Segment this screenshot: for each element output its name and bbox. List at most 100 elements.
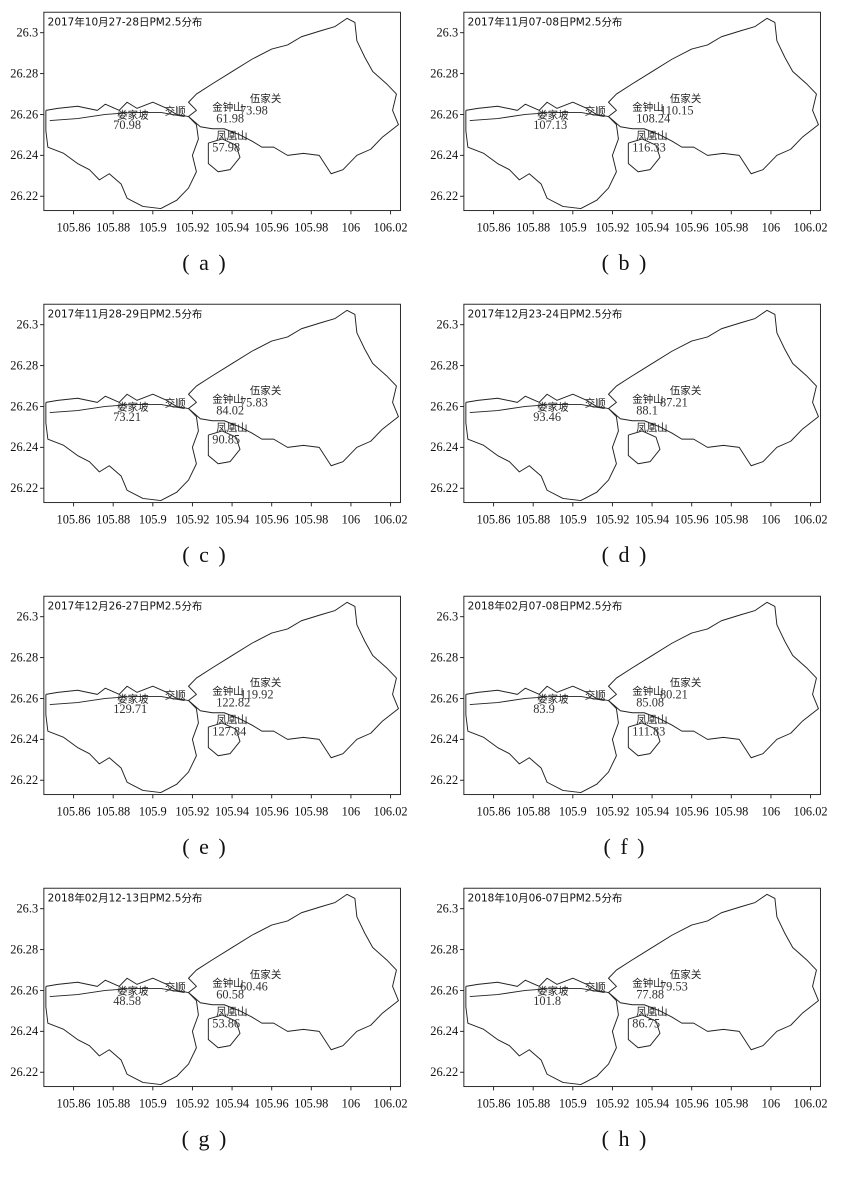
x-tick-label: 106.02 — [374, 513, 408, 527]
map-panel: 2017年11月28-29日PM2.5分布 105.86 105.88 105.9 10… — [0, 292, 410, 572]
y-tick-label: 26.22 — [10, 1065, 38, 1079]
place-label-loujiapo: 娄家坡 — [537, 109, 569, 122]
y-tick-label: 26.3 — [436, 901, 458, 915]
x-tick-label: 106.02 — [794, 513, 828, 527]
pm25-value-loujiapo: 107.13 — [533, 118, 567, 132]
x-tick-label: 105.88 — [96, 221, 130, 235]
x-tick-label: 105.98 — [714, 221, 748, 235]
pm25-value-jinzhongshan: 85.08 — [636, 696, 664, 710]
panel-caption: ( g ) — [181, 1126, 229, 1151]
x-tick-label: 106 — [762, 513, 781, 527]
x-tick-label: 105.88 — [516, 221, 550, 235]
map-svg: 2018年02月07-08日PM2.5分布 105.86 105.88 105.9 10… — [430, 595, 828, 819]
place-label-loujiapo: 娄家坡 — [117, 985, 149, 998]
map-svg: 2017年12月26-27日PM2.5分布 105.86 105.88 105.9 10… — [10, 595, 408, 819]
x-tick-label: 105.94 — [215, 1097, 249, 1111]
y-tick-label: 26.3 — [16, 901, 38, 915]
x-tick-label: 106 — [342, 805, 361, 819]
x-tick-label: 105.98 — [294, 513, 328, 527]
pm25-value-jinzhongshan: 88.1 — [636, 404, 658, 418]
place-label-jiaoshun: 交顺 — [165, 396, 186, 409]
y-tick-label: 26.28 — [430, 358, 458, 372]
x-tick-label: 105.94 — [215, 513, 249, 527]
x-tick-label: 105.98 — [294, 221, 328, 235]
map-title: 2017年12月23-24日PM2.5分布 — [468, 308, 623, 321]
east-district-boundary — [188, 17, 399, 175]
place-label-wujiaguan: 伍家关 — [250, 676, 282, 689]
place-label-fenghuangshan: 凤凰山 — [636, 130, 667, 142]
y-tick-label: 26.24 — [430, 148, 458, 162]
y-tick-label: 26.26 — [430, 983, 458, 997]
pm25-value-loujiapo: 93.46 — [533, 410, 561, 424]
x-tick-label: 105.92 — [175, 805, 209, 819]
x-tick-label: 105.88 — [96, 513, 130, 527]
y-tick-label: 26.3 — [16, 609, 38, 623]
x-tick-label: 105.88 — [96, 805, 130, 819]
place-label-wujiaguan: 伍家关 — [670, 384, 702, 397]
west-district-boundary — [465, 101, 619, 210]
place-label-wujiaguan: 伍家关 — [670, 92, 702, 105]
x-tick-label: 105.96 — [675, 513, 709, 527]
x-tick-label: 106.02 — [794, 221, 828, 235]
plot-frame — [463, 887, 821, 1088]
place-label-jiaoshun: 交顺 — [585, 980, 606, 993]
place-label-jinzhongshan: 金钟山 — [212, 392, 243, 405]
pm25-value-wujiaguan: 73.98 — [240, 103, 268, 117]
corridor-boundary — [469, 403, 605, 414]
fenghuangshan-boundary — [627, 1014, 661, 1049]
corridor-boundary — [49, 403, 185, 414]
map-panel: 2017年12月23-24日PM2.5分布 105.86 105.88 105.9 10… — [420, 292, 830, 572]
place-label-fenghuangshan: 凤凰山 — [216, 1006, 247, 1018]
x-tick-label: 105.92 — [175, 221, 209, 235]
x-tick-label: 105.92 — [175, 513, 209, 527]
x-tick-label: 105.96 — [255, 1097, 289, 1111]
plot-frame — [463, 595, 821, 796]
pm25-value-loujiapo: 48.58 — [113, 994, 141, 1008]
pm25-value-fenghuangshan: 57.98 — [212, 140, 240, 154]
place-label-jiaoshun: 交顺 — [165, 980, 186, 993]
x-tick-label: 105.92 — [595, 221, 629, 235]
pm25-value-jinzhongshan: 108.24 — [636, 112, 670, 126]
y-tick-label: 26.3 — [436, 25, 458, 39]
x-tick-label: 105.96 — [255, 221, 289, 235]
pm25-value-jinzhongshan: 84.02 — [216, 404, 244, 418]
place-label-loujiapo: 娄家坡 — [117, 401, 149, 414]
east-district-boundary — [608, 893, 819, 1051]
x-tick-label: 105.94 — [635, 513, 669, 527]
plot-frame — [43, 595, 401, 796]
west-district-boundary — [465, 977, 619, 1086]
map-title: 2017年10月27-28日PM2.5分布 — [48, 16, 203, 29]
fenghuangshan-boundary — [207, 430, 241, 465]
y-tick-label: 26.22 — [10, 189, 38, 203]
x-tick-label: 105.92 — [595, 805, 629, 819]
plot-frame — [43, 11, 401, 212]
panel-caption: ( h ) — [601, 1126, 649, 1151]
pm25-value-fenghuangshan: 86.75 — [632, 1016, 660, 1030]
west-district-boundary — [45, 977, 199, 1086]
x-tick-label: 105.9 — [559, 1097, 587, 1111]
y-tick-label: 26.24 — [10, 148, 38, 162]
map-panel: 2018年02月12-13日PM2.5分布 105.86 105.88 105.9 10… — [0, 876, 410, 1156]
place-label-fenghuangshan: 凤凰山 — [636, 422, 667, 434]
x-tick-label: 105.98 — [714, 513, 748, 527]
corridor-boundary — [469, 111, 605, 122]
panel-caption: ( b ) — [601, 250, 649, 275]
west-district-boundary — [465, 685, 619, 794]
y-tick-label: 26.24 — [10, 1024, 38, 1038]
x-tick-label: 105.9 — [139, 513, 167, 527]
x-tick-label: 105.88 — [516, 513, 550, 527]
pm25-value-wujiaguan: 110.15 — [660, 103, 694, 117]
place-label-jiaoshun: 交顺 — [165, 688, 186, 701]
x-tick-label: 106 — [342, 513, 361, 527]
map-panel: 2018年02月07-08日PM2.5分布 105.86 105.88 105.9 10… — [420, 584, 830, 864]
map-svg: 2018年10月06-07日PM2.5分布 105.86 105.88 105.9 10… — [430, 887, 828, 1111]
west-district-boundary — [45, 101, 199, 210]
plot-frame — [463, 11, 821, 212]
pm25-value-wujiaguan: 75.83 — [240, 395, 268, 409]
west-district-boundary — [45, 393, 199, 502]
y-tick-label: 26.26 — [10, 983, 38, 997]
plot-frame — [43, 887, 401, 1088]
plot-frame — [43, 303, 401, 504]
place-label-jinzhongshan: 金钟山 — [212, 100, 243, 113]
x-tick-label: 105.94 — [635, 1097, 669, 1111]
